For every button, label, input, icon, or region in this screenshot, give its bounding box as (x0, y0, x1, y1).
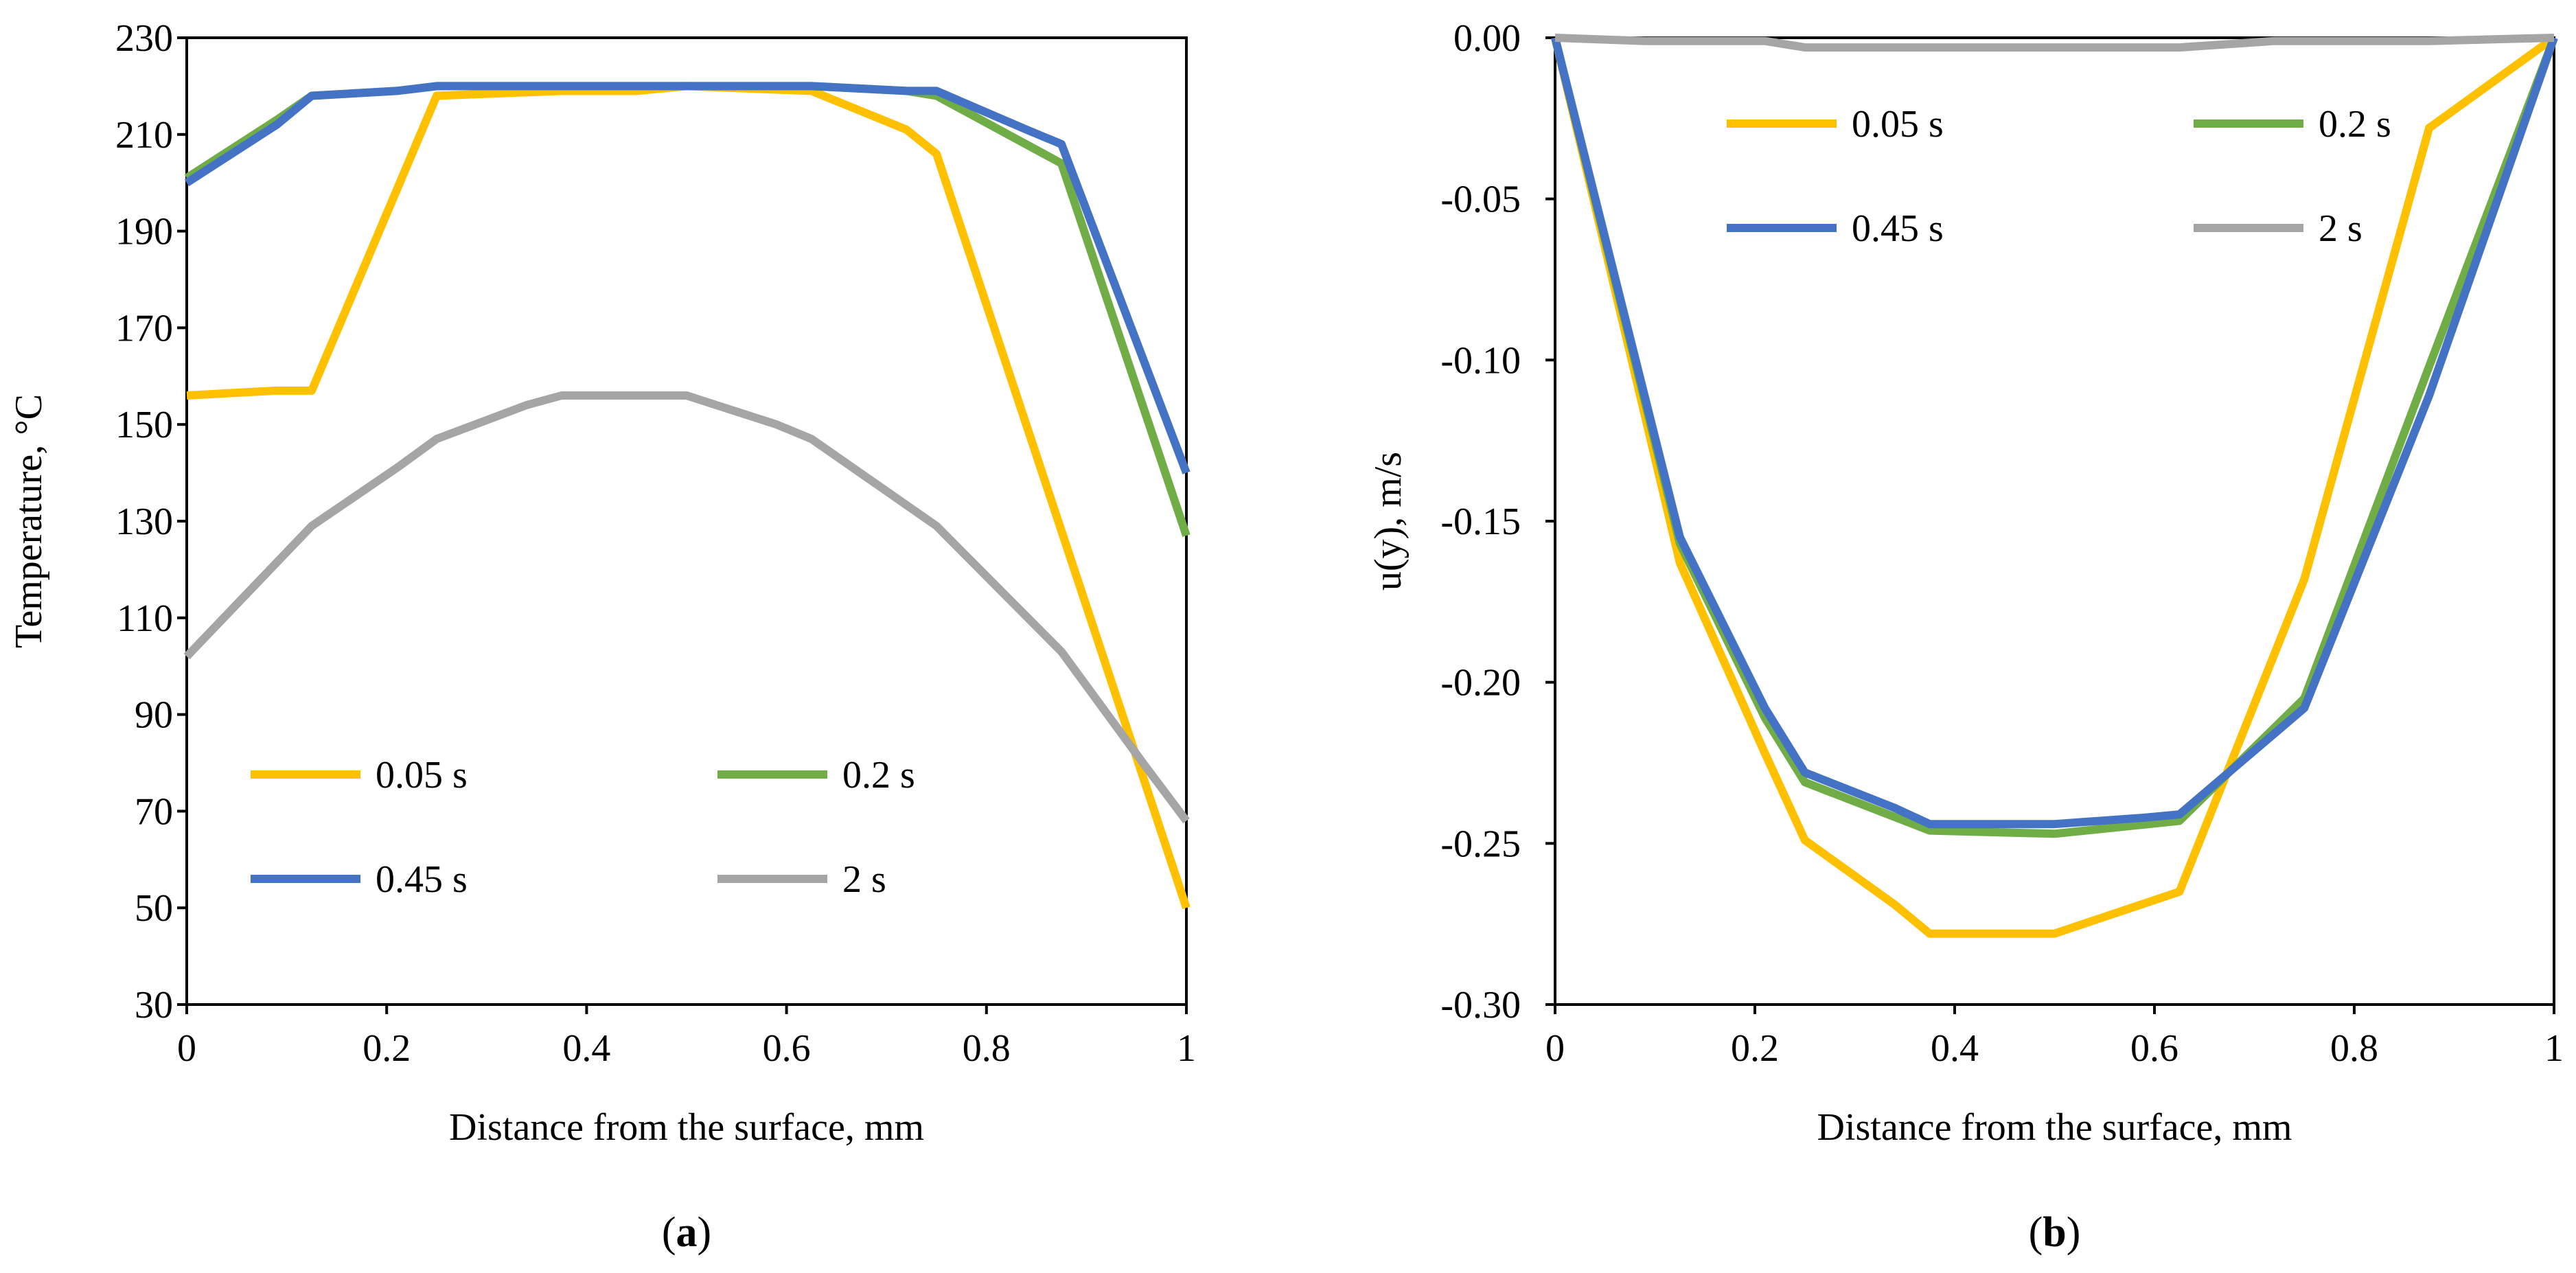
x-tick-label: 0.6 (763, 1027, 811, 1070)
series-line-0-05-s (186, 82, 1191, 910)
caption-letter: b (2043, 1209, 2066, 1256)
x-tick-label: 0.2 (363, 1027, 411, 1070)
caption-paren: ) (2067, 1209, 2081, 1256)
caption-paren: ( (2029, 1209, 2043, 1256)
x-axis-title: Distance from the surface, mm (1817, 1106, 2292, 1149)
y-tick-label: 130 (115, 501, 173, 543)
legend-label: 2 s (842, 858, 886, 901)
legend-label: 0.45 s (1852, 207, 1944, 250)
y-axis-title: u(y), m/s (1367, 452, 1410, 590)
y-tick-label: -0.20 (1440, 662, 1521, 704)
series-line-0-45-s (1551, 36, 2558, 829)
legend-label: 0.2 s (842, 754, 915, 796)
y-tick-label: 210 (115, 114, 173, 157)
series-line-0-45-s (184, 82, 1191, 474)
x-tick-label: 0.2 (1731, 1027, 1779, 1070)
y-tick-label: 110 (117, 597, 173, 640)
x-tick-label: 0.4 (562, 1027, 610, 1070)
chart-panel-b: 0.00 -0.05 -0.10 -0.15 -0.20 -0.25 -0.30 0 0.2 0.… (1367, 17, 2564, 1256)
series-line-0-2-s (1551, 36, 2558, 838)
panel-caption: (b) (2029, 1209, 2081, 1256)
panel-caption: (a) (662, 1209, 711, 1256)
y-tick-label: -0.25 (1440, 823, 1521, 865)
x-tick-label: 0.8 (963, 1027, 1011, 1070)
x-tick-label: 1 (2544, 1027, 2564, 1070)
x-tick-label: 0 (177, 1027, 196, 1070)
chart-panel-a: 30 50 70 90 110 130 150 170 190 210 230 0 0.2 0.4 0.6 0… (8, 17, 1196, 1256)
legend-label: 0.2 s (2319, 103, 2391, 146)
y-tick-label: -0.30 (1440, 984, 1521, 1027)
y-tick-label: 230 (115, 17, 173, 60)
y-tick-label: 170 (115, 307, 173, 349)
y-tick-label: 30 (135, 984, 173, 1027)
y-tick-label: 50 (135, 887, 173, 930)
x-tick-label: 0.8 (2330, 1027, 2378, 1070)
legend-label: 2 s (2319, 207, 2362, 250)
y-axis-title: Temperature, °C (8, 394, 50, 648)
x-axis-title: Distance from the surface, mm (449, 1106, 924, 1149)
y-tick-label: -0.05 (1440, 179, 1521, 221)
y-tick-label: 0.00 (1453, 17, 1521, 60)
plot-area-frame (1554, 36, 2555, 1006)
caption-paren: ( (662, 1209, 676, 1256)
x-tick-label: 0 (1545, 1027, 1565, 1070)
x-tick-label: 0.4 (1931, 1027, 1979, 1070)
legend: 0.05 s 0.2 s 0.45 s 2 s (251, 754, 915, 901)
y-tick-label: 190 (115, 211, 173, 253)
legend-label: 0.05 s (376, 754, 468, 796)
y-tick-label: 150 (115, 404, 173, 446)
y-tick-label: 70 (135, 790, 173, 833)
series-line-2-s (1554, 34, 2555, 52)
x-tick-label: 1 (1177, 1027, 1196, 1070)
caption-letter: a (676, 1209, 698, 1256)
legend-label: 0.45 s (376, 858, 468, 901)
legend-label: 0.05 s (1852, 103, 1944, 146)
y-tick-label: 90 (135, 694, 173, 737)
series-line-0-05-s (1551, 34, 2557, 938)
series-line-2-s (183, 391, 1190, 824)
plot-area-frame (185, 36, 1188, 1006)
x-tick-label: 0.6 (2130, 1027, 2178, 1070)
caption-paren: ) (698, 1209, 712, 1256)
legend: 0.05 s 0.2 s 0.45 s 2 s (1727, 103, 2391, 250)
y-tick-label: -0.10 (1440, 339, 1521, 382)
y-tick-label: -0.15 (1440, 501, 1521, 543)
